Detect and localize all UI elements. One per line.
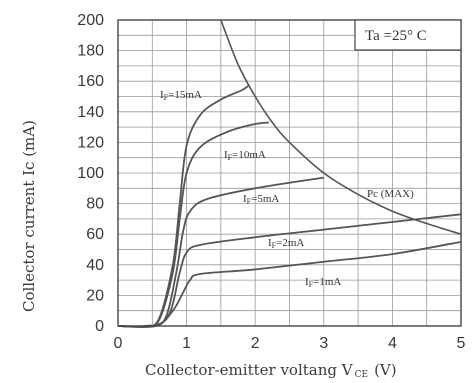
y-tick-label: 20 xyxy=(86,287,104,304)
legend-box: Ta =25° C xyxy=(354,19,462,51)
y-tick-label: 180 xyxy=(77,43,104,60)
y-tick-label: 60 xyxy=(86,226,104,243)
x-axis-title: Collector-emitter voltang V CE (V) xyxy=(145,361,397,380)
x-tick-label: 2 xyxy=(251,335,260,352)
plot-frame xyxy=(117,19,462,327)
tick-labels: 0 20 40 60 80 100 120 140 160 180 200 0 1 2 3 4 5 xyxy=(77,12,465,352)
legend-text: Ta =25° C xyxy=(365,28,427,44)
x-tick-label: 1 xyxy=(182,335,191,352)
pc-max-curve xyxy=(220,19,462,235)
x-tick-label: 4 xyxy=(388,335,397,352)
y-tick-label: 160 xyxy=(77,73,104,90)
y-tick-label: 140 xyxy=(77,104,104,121)
y-tick-label: 40 xyxy=(86,257,104,274)
y-tick-label: 80 xyxy=(86,196,104,213)
label-if-2ma: IF=2mA xyxy=(268,237,304,250)
y-tick-label: 200 xyxy=(77,12,104,29)
x-tick-label: 5 xyxy=(457,335,466,352)
y-tick-label: 120 xyxy=(77,134,104,151)
label-if-10ma: IF=10mA xyxy=(224,149,266,162)
label-pc-max: Pc (MAX) xyxy=(367,188,414,200)
curves xyxy=(117,19,462,329)
label-if-5ma: IF=5mA xyxy=(243,193,279,206)
series-line-5 xyxy=(117,240,462,329)
label-if-15ma: IF=15mA xyxy=(160,89,202,102)
x-tick-label: 0 xyxy=(114,335,123,352)
y-tick-label: 100 xyxy=(77,165,104,182)
label-if-1ma: IF=1mA xyxy=(305,276,341,289)
x-tick-label: 3 xyxy=(319,335,328,352)
y-axis-title: Collector current Ic (mA) xyxy=(20,120,38,312)
y-tick-label: 0 xyxy=(95,318,104,335)
